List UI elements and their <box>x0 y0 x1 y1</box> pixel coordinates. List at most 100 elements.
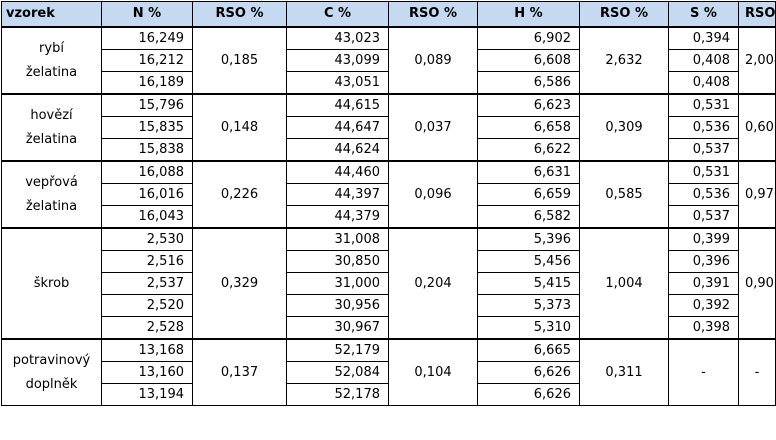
header-s-rso: RSO % <box>738 1 776 28</box>
s-value: 0,408 <box>668 49 739 72</box>
s-value: 0,399 <box>668 227 739 251</box>
table-row: 13,194 52,178 6,626 <box>2 383 776 406</box>
c-value: 44,647 <box>286 116 389 139</box>
n-value: 16,043 <box>101 205 193 229</box>
s-value: 0,537 <box>668 138 739 162</box>
n-rso: 0,137 <box>192 338 287 406</box>
sample-name-line: rybí <box>39 40 64 56</box>
c-value: 43,023 <box>286 26 389 50</box>
s-rso: 0,902 <box>738 227 776 340</box>
s-rso: 0,601 <box>738 93 776 162</box>
header-h: H % <box>477 1 580 28</box>
table-row: potravinový doplněk 13,168 0,137 52,179 0,104… <box>1 338 776 406</box>
table-row: vepřová želatina 16,088 0,226 44,460 0,096 6,6… <box>1 160 776 229</box>
s-value: 0,394 <box>668 26 739 50</box>
table-row: hovězí želatina 15,796 0,148 44,615 0,037 6,62… <box>1 93 776 162</box>
sample-name-line: škrob <box>33 275 70 291</box>
s-value: 0,398 <box>668 316 739 340</box>
header-n: N % <box>101 1 193 28</box>
sample-name-line: želatina <box>25 131 78 147</box>
header-s: S % <box>668 1 739 28</box>
h-value: 5,310 <box>477 316 580 340</box>
s-value: - <box>668 338 739 406</box>
c-value: 44,460 <box>286 160 389 184</box>
s-rso: 2,004 <box>738 26 776 95</box>
n-value: 16,016 <box>101 183 193 206</box>
sample-name: vepřová želatina <box>1 160 102 229</box>
table-row: 2,520 30,956 5,373 0,392 <box>2 294 776 317</box>
c-value: 43,099 <box>286 49 389 72</box>
c-value: 30,850 <box>286 250 389 273</box>
c-value: 31,008 <box>286 227 389 251</box>
n-value: 13,194 <box>101 383 193 406</box>
h-value: 6,659 <box>477 183 580 206</box>
s-value: 0,396 <box>668 250 739 273</box>
c-rso: 0,204 <box>388 227 478 340</box>
c-rso: 0,104 <box>388 338 478 406</box>
s-value: 0,408 <box>668 71 739 95</box>
c-rso: 0,089 <box>388 26 478 95</box>
c-rso: 0,096 <box>388 160 478 229</box>
h-rso: 2,632 <box>579 26 669 95</box>
sample-name-line: želatina <box>25 198 78 214</box>
sample-name: hovězí želatina <box>1 93 102 162</box>
table-row: škrob 2,530 0,329 31,008 0,204 5,396 1,004 0,39… <box>1 227 776 340</box>
h-value: 5,373 <box>477 294 580 317</box>
h-rso: 0,309 <box>579 93 669 162</box>
c-value: 52,179 <box>286 338 389 362</box>
h-value: 6,658 <box>477 116 580 139</box>
sample-name-line: želatina <box>25 64 78 80</box>
table-row: rybí želatina 16,249 0,185 43,023 0,089 6,902 2… <box>1 26 776 95</box>
table-body: rybí želatina 16,249 0,185 43,023 0,089 6,902 2… <box>1 26 776 406</box>
table-row: 16,212 43,099 6,608 0,408 <box>2 49 776 72</box>
c-value: 43,051 <box>286 71 389 95</box>
h-rso: 1,004 <box>579 227 669 340</box>
s-value: 0,537 <box>668 205 739 229</box>
sample-name-line: hovězí <box>30 107 73 123</box>
s-value: 0,391 <box>668 272 739 295</box>
n-value: 2,530 <box>101 227 193 251</box>
h-value: 5,456 <box>477 250 580 273</box>
c-rso: 0,037 <box>388 93 478 162</box>
h-value: 6,626 <box>477 361 580 384</box>
table-row: 2,528 30,967 5,310 0,398 <box>2 316 776 340</box>
n-value: 15,835 <box>101 116 193 139</box>
n-value: 15,838 <box>101 138 193 162</box>
n-value: 13,168 <box>101 338 193 362</box>
table-row: 16,016 44,397 6,659 0,536 <box>2 183 776 206</box>
sample-name: potravinový doplněk <box>1 338 102 406</box>
n-value: 16,249 <box>101 26 193 50</box>
n-value: 16,189 <box>101 71 193 95</box>
h-value: 6,622 <box>477 138 580 162</box>
h-value: 6,631 <box>477 160 580 184</box>
header-n-rso: RSO % <box>192 1 287 28</box>
s-rso: - <box>738 338 776 406</box>
n-value: 2,520 <box>101 294 193 317</box>
h-value: 6,608 <box>477 49 580 72</box>
header-sample: vzorek <box>1 1 102 28</box>
h-value: 5,396 <box>477 227 580 251</box>
table-row: 2,516 30,850 5,456 0,396 <box>2 250 776 273</box>
table-row: 15,835 44,647 6,658 0,536 <box>2 116 776 139</box>
n-value: 2,528 <box>101 316 193 340</box>
n-value: 16,088 <box>101 160 193 184</box>
n-value: 13,160 <box>101 361 193 384</box>
n-value: 2,537 <box>101 272 193 295</box>
c-value: 44,615 <box>286 93 389 117</box>
sample-name-line: potravinový <box>12 352 91 368</box>
h-value: 6,665 <box>477 338 580 362</box>
h-value: 6,586 <box>477 71 580 95</box>
c-value: 52,178 <box>286 383 389 406</box>
n-rso: 0,226 <box>192 160 287 229</box>
h-value: 6,623 <box>477 93 580 117</box>
h-value: 5,415 <box>477 272 580 295</box>
n-rso: 0,148 <box>192 93 287 162</box>
h-rso: 0,585 <box>579 160 669 229</box>
sample-name-line: vepřová <box>25 174 78 190</box>
h-value: 6,902 <box>477 26 580 50</box>
n-rso: 0,329 <box>192 227 287 340</box>
n-value: 2,516 <box>101 250 193 273</box>
n-value: 15,796 <box>101 93 193 117</box>
sample-name: škrob <box>1 227 102 340</box>
sample-name: rybí želatina <box>1 26 102 95</box>
